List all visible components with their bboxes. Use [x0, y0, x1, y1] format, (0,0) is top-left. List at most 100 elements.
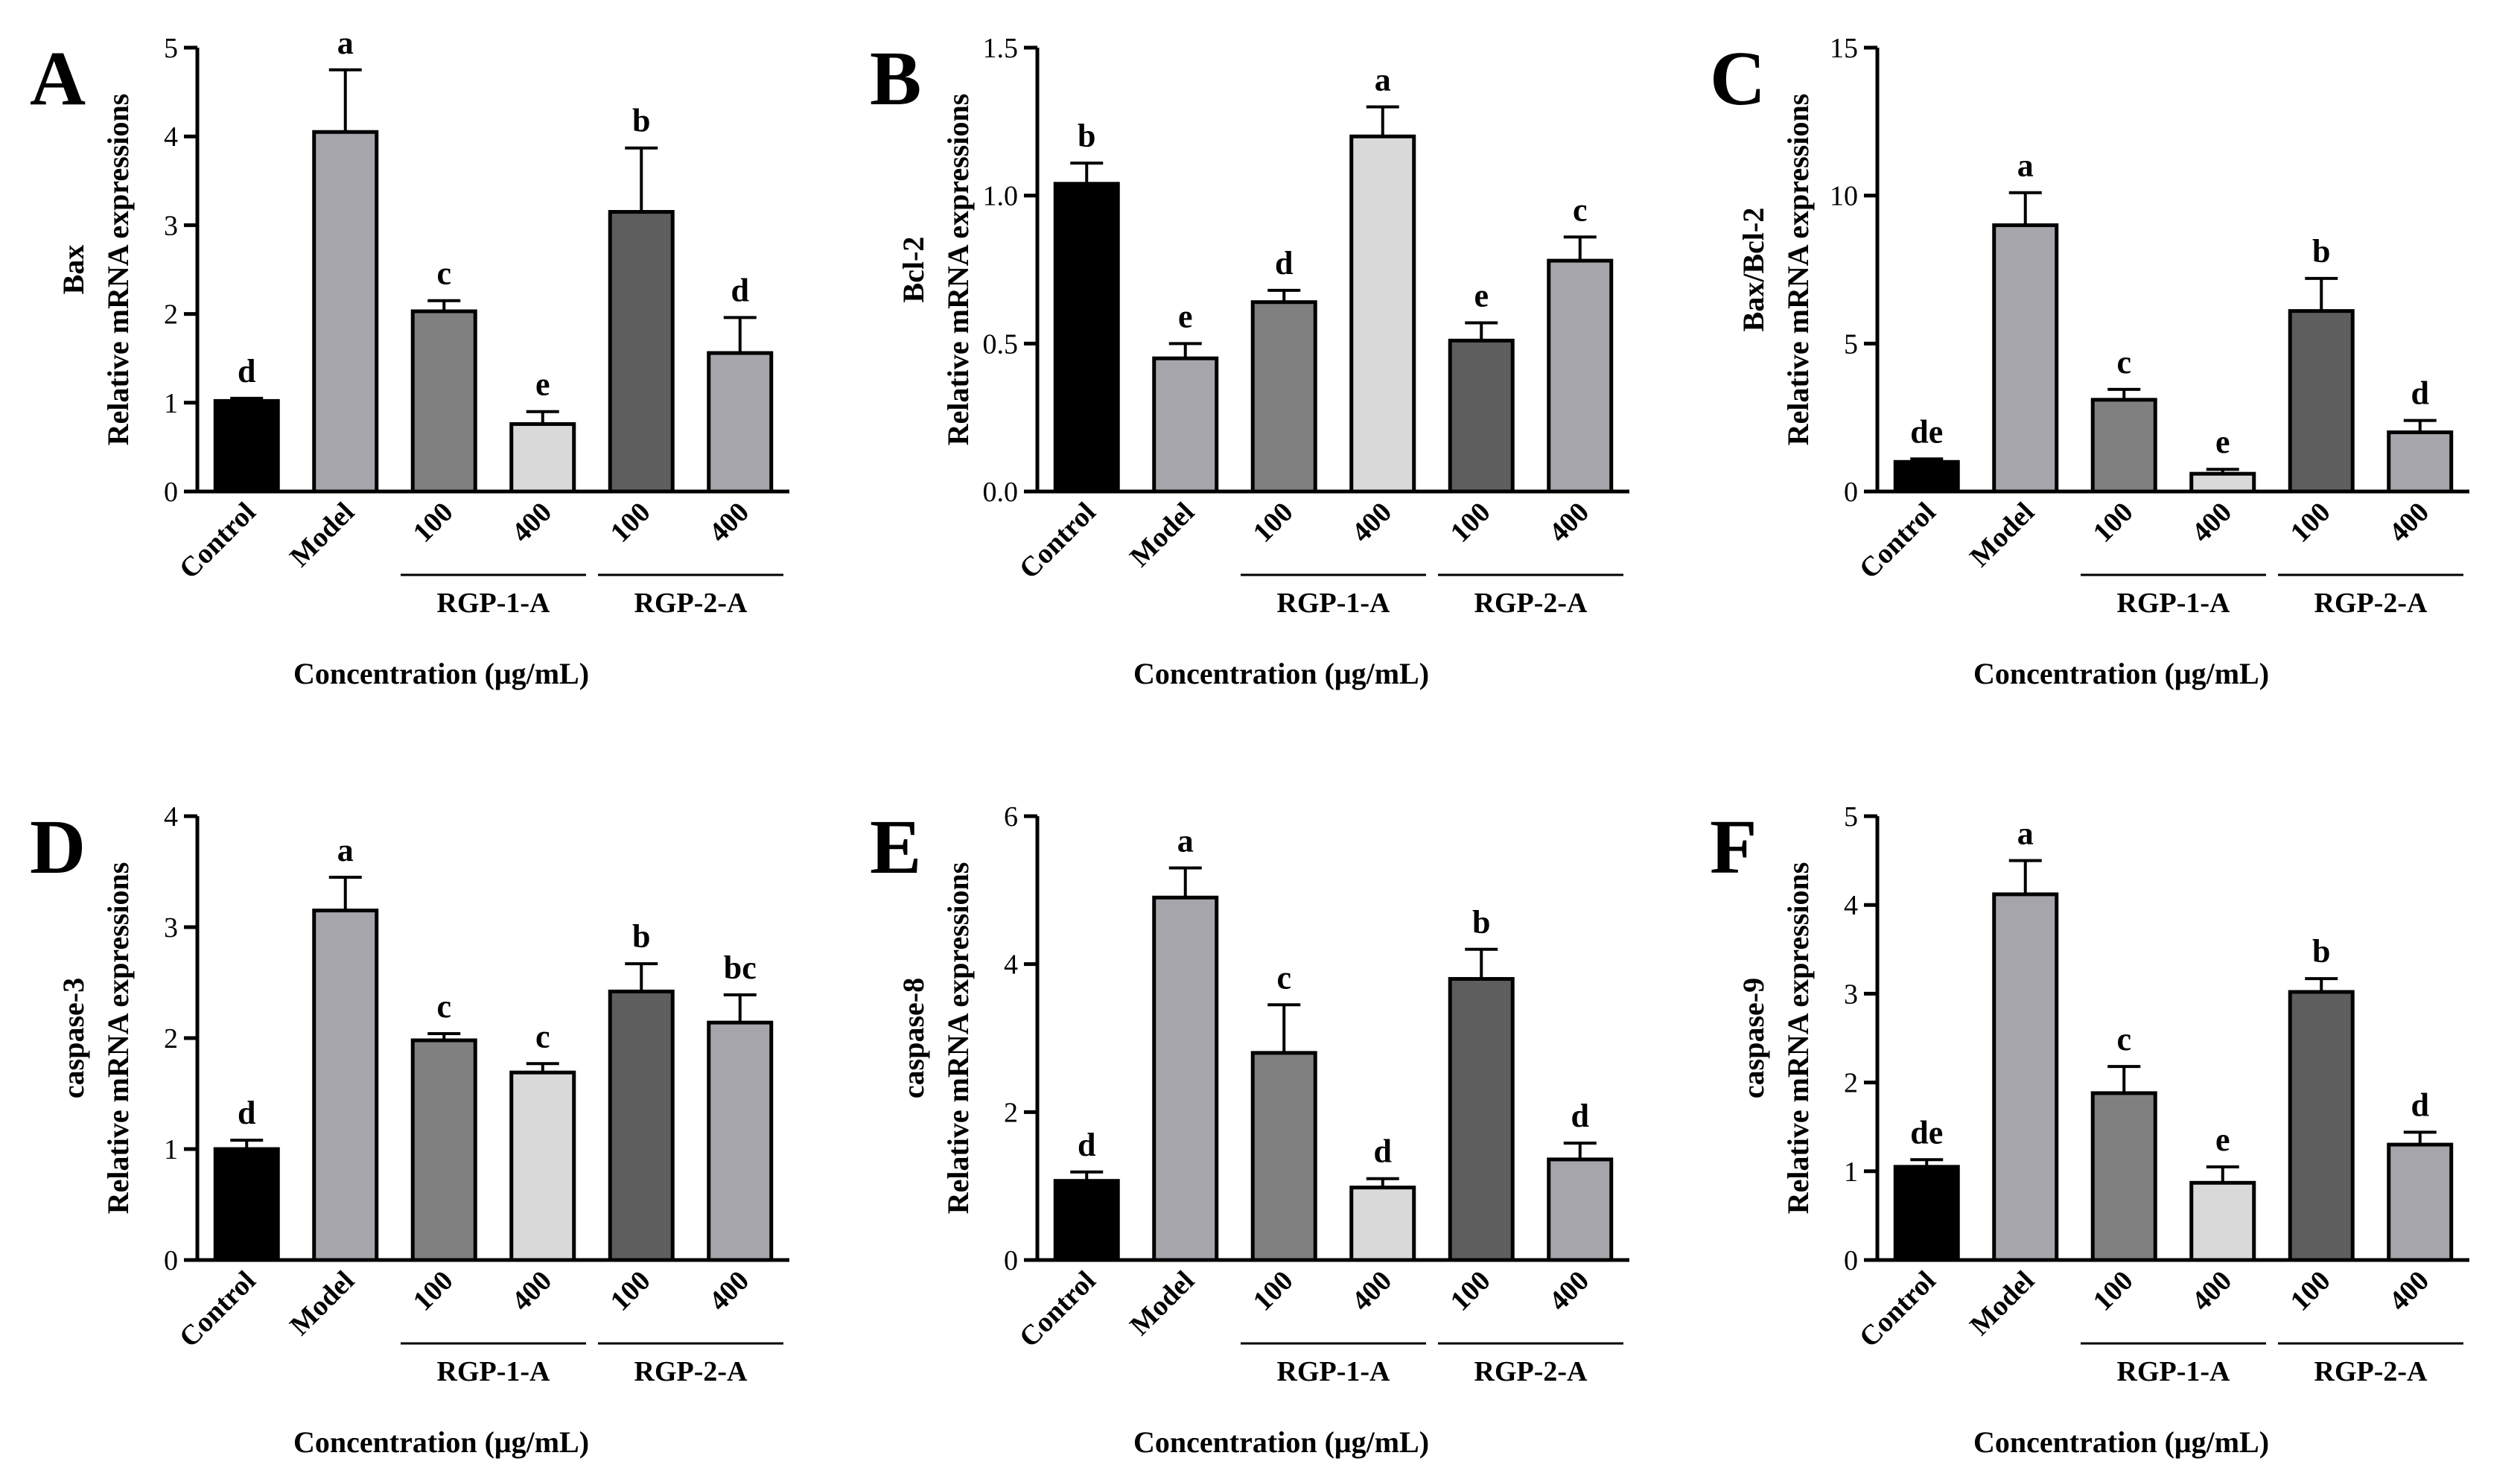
significance-letter: de: [1910, 413, 1943, 450]
y-tick-label: 0: [1844, 1245, 1858, 1276]
y-axis-gene-label: caspase-3: [57, 978, 90, 1098]
y-tick-label: 0: [164, 477, 178, 508]
x-category-label: 400: [2383, 497, 2435, 549]
bar: [2090, 398, 2157, 494]
y-tick-label: 1: [164, 388, 178, 419]
x-category-label: 400: [1543, 497, 1595, 549]
significance-letter: b: [632, 918, 650, 955]
y-axis-gene-label: Bcl-2: [897, 237, 930, 303]
x-category-label: Control: [174, 497, 262, 585]
group-label: RGP-2-A: [1474, 588, 1588, 619]
significance-letter: b: [2312, 933, 2330, 970]
significance-letter: a: [337, 832, 354, 868]
bar: [1547, 1157, 1614, 1262]
group-label: RGP-1-A: [2117, 1356, 2231, 1387]
y-axis-label: Relative mRNA expressions: [1781, 862, 1815, 1215]
significance-letter: e: [1178, 298, 1193, 334]
significance-letter: e: [2215, 424, 2230, 460]
x-category-label: 100: [2087, 1265, 2139, 1317]
x-category-label: 400: [1346, 1265, 1398, 1317]
group-label: RGP-1-A: [437, 1356, 551, 1387]
significance-letter: c: [1276, 959, 1291, 996]
x-category-label: Model: [284, 497, 360, 573]
x-category-label: 100: [1445, 497, 1497, 549]
y-tick-label: 1: [164, 1134, 178, 1165]
y-axis-label: Relative mRNA expressions: [1781, 94, 1815, 446]
y-tick-label: 5: [164, 33, 178, 64]
bar: [213, 1147, 280, 1262]
y-axis-gene-label: caspase-9: [1737, 978, 1770, 1098]
bar: [1547, 258, 1614, 494]
bar: [1053, 182, 1120, 494]
bar: [312, 909, 379, 1262]
x-category-label: 100: [1445, 1265, 1497, 1317]
significance-letter: c: [2116, 344, 2131, 381]
y-tick-label: 2: [164, 1023, 178, 1054]
group-label: RGP-1-A: [1277, 588, 1391, 619]
y-axis-gene-label: Bax: [57, 245, 90, 295]
bar: [2090, 1091, 2157, 1262]
bar: [1349, 134, 1416, 494]
x-category-label: 400: [1543, 1265, 1595, 1317]
group-label: RGP-2-A: [2314, 588, 2428, 619]
group-label: RGP-2-A: [2314, 1356, 2428, 1387]
bar: [509, 1070, 576, 1262]
x-axis-title: Concentration (μg/mL): [1133, 657, 1429, 690]
significance-letter: d: [238, 1095, 255, 1131]
bar: [1992, 892, 2059, 1262]
y-tick-label: 3: [1844, 979, 1858, 1010]
y-axis-gene-label: Bax/Bcl-2: [1737, 208, 1770, 332]
significance-letter: b: [2312, 233, 2330, 270]
x-axis-title: Concentration (μg/mL): [1133, 1425, 1429, 1459]
bar: [2387, 1142, 2454, 1262]
significance-letter: d: [731, 272, 749, 308]
y-tick-label: 3: [164, 912, 178, 944]
bar: [2387, 430, 2454, 494]
bar: [1893, 1165, 1960, 1262]
y-tick-label: 3: [164, 210, 178, 241]
y-tick-label: 4: [1844, 890, 1858, 921]
x-category-label: Model: [1124, 497, 1200, 573]
x-category-label: 400: [703, 497, 755, 549]
y-tick-label: 10: [1830, 181, 1858, 212]
significance-letter: bc: [724, 949, 757, 986]
significance-letter: b: [632, 103, 650, 139]
panel-a: A Bax Relative mRNA expressions 0 1 2 3 4 5 d Cont…: [30, 25, 789, 690]
significance-letter: d: [1374, 1133, 1392, 1170]
x-axis-title: Concentration (μg/mL): [1973, 657, 2269, 690]
y-tick-label: 0.5: [983, 328, 1019, 360]
significance-letter: b: [1078, 118, 1095, 154]
bar: [1893, 459, 1960, 494]
x-category-label: 100: [1247, 497, 1299, 549]
bar: [1152, 356, 1219, 494]
x-category-label: Control: [1854, 1265, 1942, 1354]
bar: [2288, 990, 2355, 1262]
y-axis-label: Relative mRNA expressions: [101, 94, 135, 446]
y-tick-label: 5: [1844, 801, 1858, 833]
x-axis-title: Concentration (μg/mL): [293, 657, 589, 690]
y-tick-label: 2: [1844, 1068, 1858, 1099]
y-axis-label: Relative mRNA expressions: [941, 862, 975, 1215]
group-label: RGP-2-A: [634, 1356, 748, 1387]
y-tick-label: 15: [1830, 33, 1858, 64]
bar: [1349, 1186, 1416, 1262]
panel-c: C Bax/Bcl-2 Relative mRNA expressions 0 5 10 1…: [1710, 33, 2469, 690]
significance-letter: a: [2017, 815, 2034, 852]
significance-letter: c: [2116, 1021, 2131, 1057]
x-category-label: 400: [2186, 1265, 2238, 1317]
x-category-label: 100: [2285, 1265, 2337, 1317]
x-category-label: Model: [1964, 497, 2040, 573]
y-tick-label: 4: [164, 801, 178, 833]
y-tick-label: 4: [1004, 949, 1018, 981]
x-category-label: 100: [605, 1265, 657, 1317]
x-axis-title: Concentration (μg/mL): [293, 1425, 589, 1459]
panel-label: E: [870, 804, 921, 890]
significance-letter: a: [337, 25, 354, 61]
bar: [1152, 895, 1219, 1262]
y-tick-label: 0: [1004, 1245, 1018, 1276]
group-label: RGP-1-A: [2117, 588, 2231, 619]
x-category-label: 100: [1247, 1265, 1299, 1317]
